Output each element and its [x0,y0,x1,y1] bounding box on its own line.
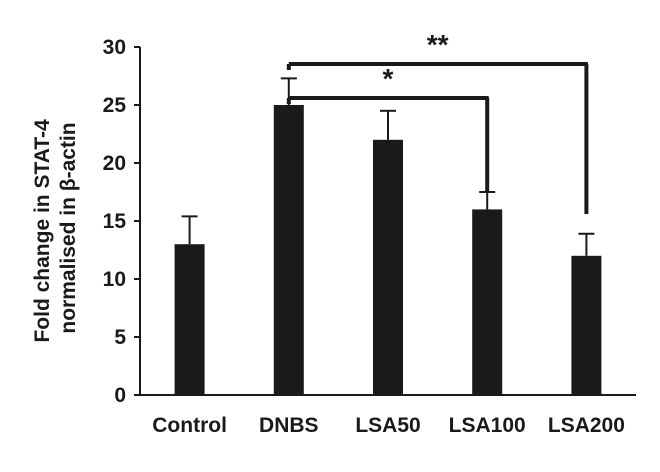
bar-lsa50 [373,139,403,395]
y-axis-label-line-2: normalised in β-actin [57,122,80,333]
y-tick-label: 20 [103,152,126,175]
bars [174,105,602,395]
x-tick-label-lsa100: LSA100 [449,414,526,437]
x-tick-label-dnbs: DNBS [259,414,319,437]
y-tick-label: 25 [103,94,127,117]
y-axis-label: Fold change in STAT-4 normalised in β-ac… [31,113,80,342]
significance-label: * [383,63,394,94]
y-tick-label: 30 [103,36,126,59]
bar-dnbs [273,105,304,395]
y-axis-label-line-1: Fold change in STAT-4 [31,119,54,343]
y-tick-label: 5 [114,326,126,349]
significance-label: ** [427,29,449,60]
significance-brackets: *** [286,29,589,214]
x-tick-label-lsa200: LSA200 [548,414,625,437]
bar-control [174,244,205,395]
tick-labels: 0 5 10 15 20 25 30 Control DNBS LSA50 LSA100 LSA200 [103,36,625,437]
bar-lsa200 [571,255,602,395]
y-tick-label: 0 [114,384,126,407]
x-tick-label-control: Control [152,414,227,437]
x-tick-label-lsa50: LSA50 [355,414,420,437]
bar-lsa100 [472,209,503,395]
y-tick-label: 10 [103,268,126,291]
y-tick-label: 15 [103,210,127,233]
